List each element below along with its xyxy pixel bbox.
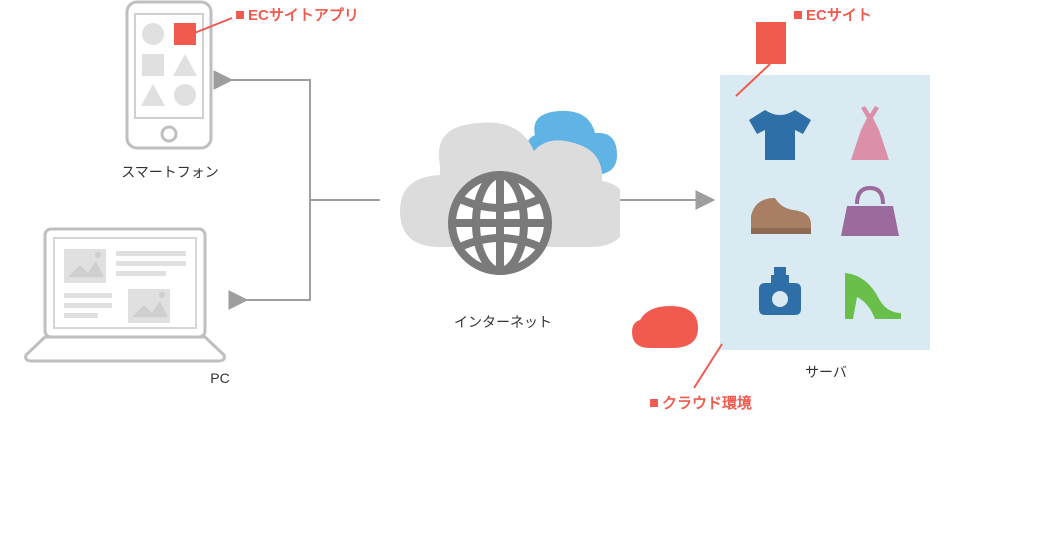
product-heel-icon: [835, 261, 905, 321]
server-node: [720, 75, 930, 350]
edge-internet-pc: [245, 200, 380, 300]
product-perfume-icon: [745, 261, 815, 321]
square-bullet-icon: [236, 11, 244, 19]
pc-node: [20, 225, 230, 365]
callout-ec-site: ECサイト: [794, 4, 872, 25]
product-dress-icon: [835, 104, 905, 164]
internet-label: インターネット: [448, 312, 558, 332]
product-bag-icon: [835, 182, 905, 242]
smartphone-label: スマートフォン: [120, 162, 220, 182]
internet-node: [380, 105, 620, 295]
product-shoe-icon: [745, 182, 815, 242]
square-bullet-icon: [794, 11, 802, 19]
pc-label: PC: [200, 370, 240, 386]
product-shirt-icon: [745, 104, 815, 164]
callout-ec-app: ECサイトアプリ: [236, 4, 359, 25]
server-label: サーバ: [800, 362, 852, 382]
smartphone-node: [125, 0, 213, 150]
edge-internet-phone: [230, 80, 380, 200]
callout-cloud-env: クラウド環境: [650, 392, 752, 413]
square-bullet-icon: [650, 399, 658, 407]
